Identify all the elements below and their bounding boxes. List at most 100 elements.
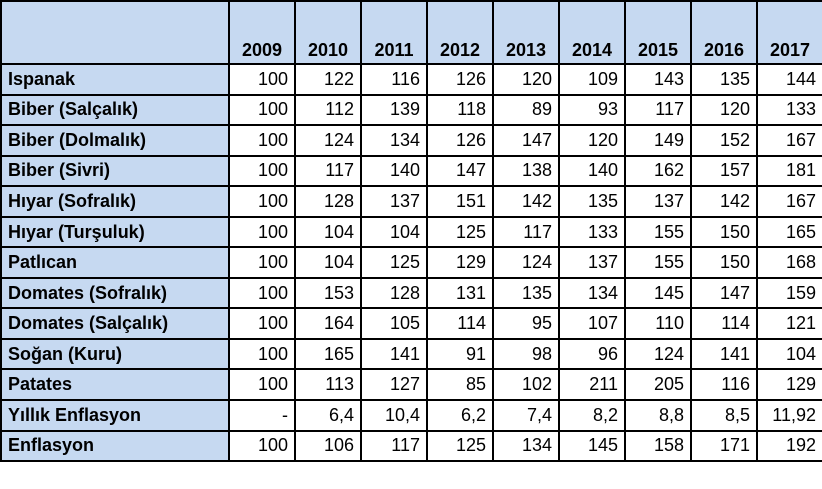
value-cell: 125 (426, 429, 494, 463)
value-cell: 153 (294, 276, 362, 310)
value-cell: 100 (228, 63, 296, 96)
value-cell: 106 (294, 429, 362, 463)
value-cell: 117 (492, 215, 560, 249)
year-header: 2009 (228, 0, 296, 65)
value-cell: 167 (756, 124, 822, 157)
table-body: Ispanak 100 122 116 126 120 109 143 135 144 Biber … (0, 63, 822, 463)
value-cell: 117 (294, 154, 362, 188)
value-cell: 98 (492, 337, 560, 371)
value-cell: 155 (624, 215, 692, 249)
value-cell: 128 (360, 276, 428, 310)
value-cell: - (228, 399, 296, 432)
year-header: 2010 (294, 0, 362, 65)
year-header: 2016 (690, 0, 758, 65)
value-cell: 117 (624, 93, 692, 127)
row-label: Soğan (Kuru) (0, 337, 230, 371)
value-cell: 118 (426, 93, 494, 127)
value-cell: 100 (228, 429, 296, 463)
table-row: Enflasyon 100 106 117 125 134 145 158 171 192 (0, 429, 822, 463)
value-cell: 126 (426, 63, 494, 96)
corner-cell (0, 0, 230, 65)
table-row: Hıyar (Sofralık) 100 128 137 151 142 135 137 142… (0, 185, 822, 218)
value-cell: 155 (624, 246, 692, 279)
value-cell: 110 (624, 307, 692, 340)
value-cell: 165 (756, 215, 822, 249)
value-cell: 114 (426, 307, 494, 340)
value-cell: 211 (558, 368, 626, 402)
value-cell: 104 (294, 215, 362, 249)
value-cell: 6,2 (426, 399, 494, 432)
value-cell: 104 (294, 246, 362, 279)
value-cell: 205 (624, 368, 692, 402)
price-index-table: 2009 2010 2011 2012 2013 2014 2015 2016 … (0, 0, 822, 463)
value-cell: 135 (690, 63, 758, 96)
value-cell: 138 (492, 154, 560, 188)
value-cell: 11,92 (756, 399, 822, 432)
value-cell: 158 (624, 429, 692, 463)
value-cell: 120 (492, 63, 560, 96)
year-header: 2014 (558, 0, 626, 65)
value-cell: 164 (294, 307, 362, 340)
value-cell: 134 (558, 276, 626, 310)
row-label: Patates (0, 368, 230, 402)
value-cell: 100 (228, 337, 296, 371)
value-cell: 139 (360, 93, 428, 127)
value-cell: 112 (294, 93, 362, 127)
row-label: Domates (Sofralık) (0, 276, 230, 310)
table-row: Biber (Dolmalık) 100 124 134 126 147 120 149 152… (0, 124, 822, 157)
value-cell: 142 (690, 185, 758, 218)
value-cell: 96 (558, 337, 626, 371)
table-row: Domates (Sofralık) 100 153 128 131 135 134 145 1… (0, 276, 822, 310)
table-row: Domates (Salçalık) 100 164 105 114 95 107 110 11… (0, 307, 822, 340)
value-cell: 6,4 (294, 399, 362, 432)
value-cell: 129 (426, 246, 494, 279)
table-row: Hıyar (Turşuluk) 100 104 104 125 117 133 155 150… (0, 215, 822, 249)
value-cell: 91 (426, 337, 494, 371)
value-cell: 121 (756, 307, 822, 340)
value-cell: 127 (360, 368, 428, 402)
value-cell: 135 (558, 185, 626, 218)
value-cell: 135 (492, 276, 560, 310)
value-cell: 140 (558, 154, 626, 188)
value-cell: 141 (690, 337, 758, 371)
value-cell: 120 (558, 124, 626, 157)
value-cell: 8,2 (558, 399, 626, 432)
row-label: Hıyar (Turşuluk) (0, 215, 230, 249)
value-cell: 133 (756, 93, 822, 127)
table-row: Patates 100 113 127 85 102 211 205 116 129 (0, 368, 822, 402)
value-cell: 145 (624, 276, 692, 310)
value-cell: 144 (756, 63, 822, 96)
value-cell: 85 (426, 368, 494, 402)
table-row: Biber (Sivri) 100 117 140 147 138 140 162 157 181 (0, 154, 822, 188)
value-cell: 147 (492, 124, 560, 157)
value-cell: 8,8 (624, 399, 692, 432)
value-cell: 162 (624, 154, 692, 188)
value-cell: 150 (690, 246, 758, 279)
value-cell: 134 (492, 429, 560, 463)
row-label: Biber (Salçalık) (0, 93, 230, 127)
value-cell: 133 (558, 215, 626, 249)
value-cell: 100 (228, 276, 296, 310)
value-cell: 104 (756, 337, 822, 371)
value-cell: 128 (294, 185, 362, 218)
value-cell: 122 (294, 63, 362, 96)
value-cell: 152 (690, 124, 758, 157)
value-cell: 143 (624, 63, 692, 96)
value-cell: 100 (228, 246, 296, 279)
value-cell: 145 (558, 429, 626, 463)
value-cell: 157 (690, 154, 758, 188)
value-cell: 116 (360, 63, 428, 96)
value-cell: 120 (690, 93, 758, 127)
row-label: Enflasyon (0, 429, 230, 463)
year-header: 2017 (756, 0, 822, 65)
value-cell: 137 (360, 185, 428, 218)
value-cell: 147 (690, 276, 758, 310)
value-cell: 7,4 (492, 399, 560, 432)
value-cell: 100 (228, 154, 296, 188)
value-cell: 8,5 (690, 399, 758, 432)
value-cell: 141 (360, 337, 428, 371)
value-cell: 95 (492, 307, 560, 340)
value-cell: 140 (360, 154, 428, 188)
value-cell: 100 (228, 215, 296, 249)
value-cell: 159 (756, 276, 822, 310)
